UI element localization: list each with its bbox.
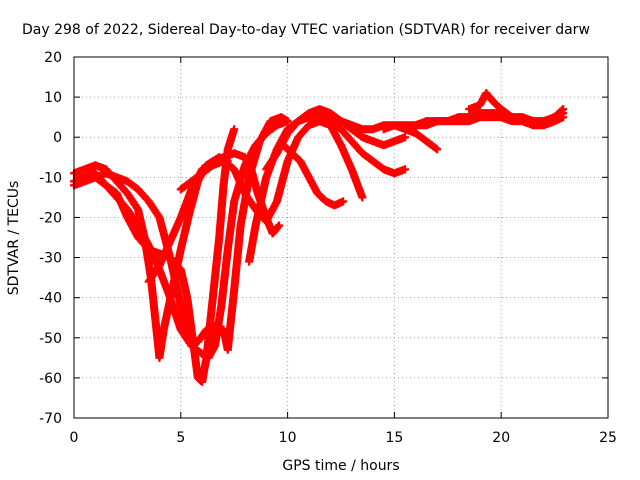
y-tick-label: -70	[39, 411, 62, 427]
y-axis-label: SDTVAR / TECUs	[6, 181, 22, 296]
y-tick-label: 10	[44, 90, 62, 106]
x-tick-label: 10	[279, 430, 297, 446]
series-track-6	[176, 117, 367, 226]
y-tick-label: 20	[44, 50, 62, 66]
series-track-8	[262, 105, 410, 174]
data-point	[283, 117, 292, 126]
data-point	[230, 125, 239, 134]
y-tick-label: -30	[39, 251, 62, 267]
data-point	[358, 193, 367, 202]
x-tick-label: 5	[176, 430, 185, 446]
plot-frame	[73, 56, 609, 419]
y-tick-label: -20	[39, 210, 62, 226]
x-tick-label: 20	[492, 430, 510, 446]
x-axis-label: GPS time / hours	[282, 458, 399, 474]
x-tick-label: 0	[70, 430, 79, 446]
x-tick-label: 25	[599, 430, 617, 446]
data-point	[275, 221, 284, 230]
data-point	[433, 145, 442, 154]
chart-title: Day 298 of 2022, Sidereal Day-to-day VTE…	[22, 22, 590, 38]
series-track-13	[465, 89, 568, 130]
ticks: 0 5 10 15 20 25 -70 -60 -50 -40 -30 -20 -10 0 10 20	[39, 50, 617, 446]
y-tick-label: -10	[39, 170, 62, 186]
data-point	[401, 133, 410, 142]
grid	[74, 57, 608, 418]
y-tick-label: -60	[39, 371, 62, 387]
data-point	[557, 106, 566, 115]
data-point	[401, 165, 410, 174]
x-tick-label: 15	[385, 430, 403, 446]
y-tick-label: 0	[53, 130, 62, 146]
data-point	[339, 197, 348, 206]
y-tick-label: -50	[39, 331, 62, 347]
data-point	[559, 105, 568, 114]
series-track-9	[279, 141, 348, 210]
data-point	[559, 113, 568, 122]
series-track-4	[91, 113, 292, 354]
series-group	[70, 89, 568, 386]
y-tick-label: -40	[39, 291, 62, 307]
